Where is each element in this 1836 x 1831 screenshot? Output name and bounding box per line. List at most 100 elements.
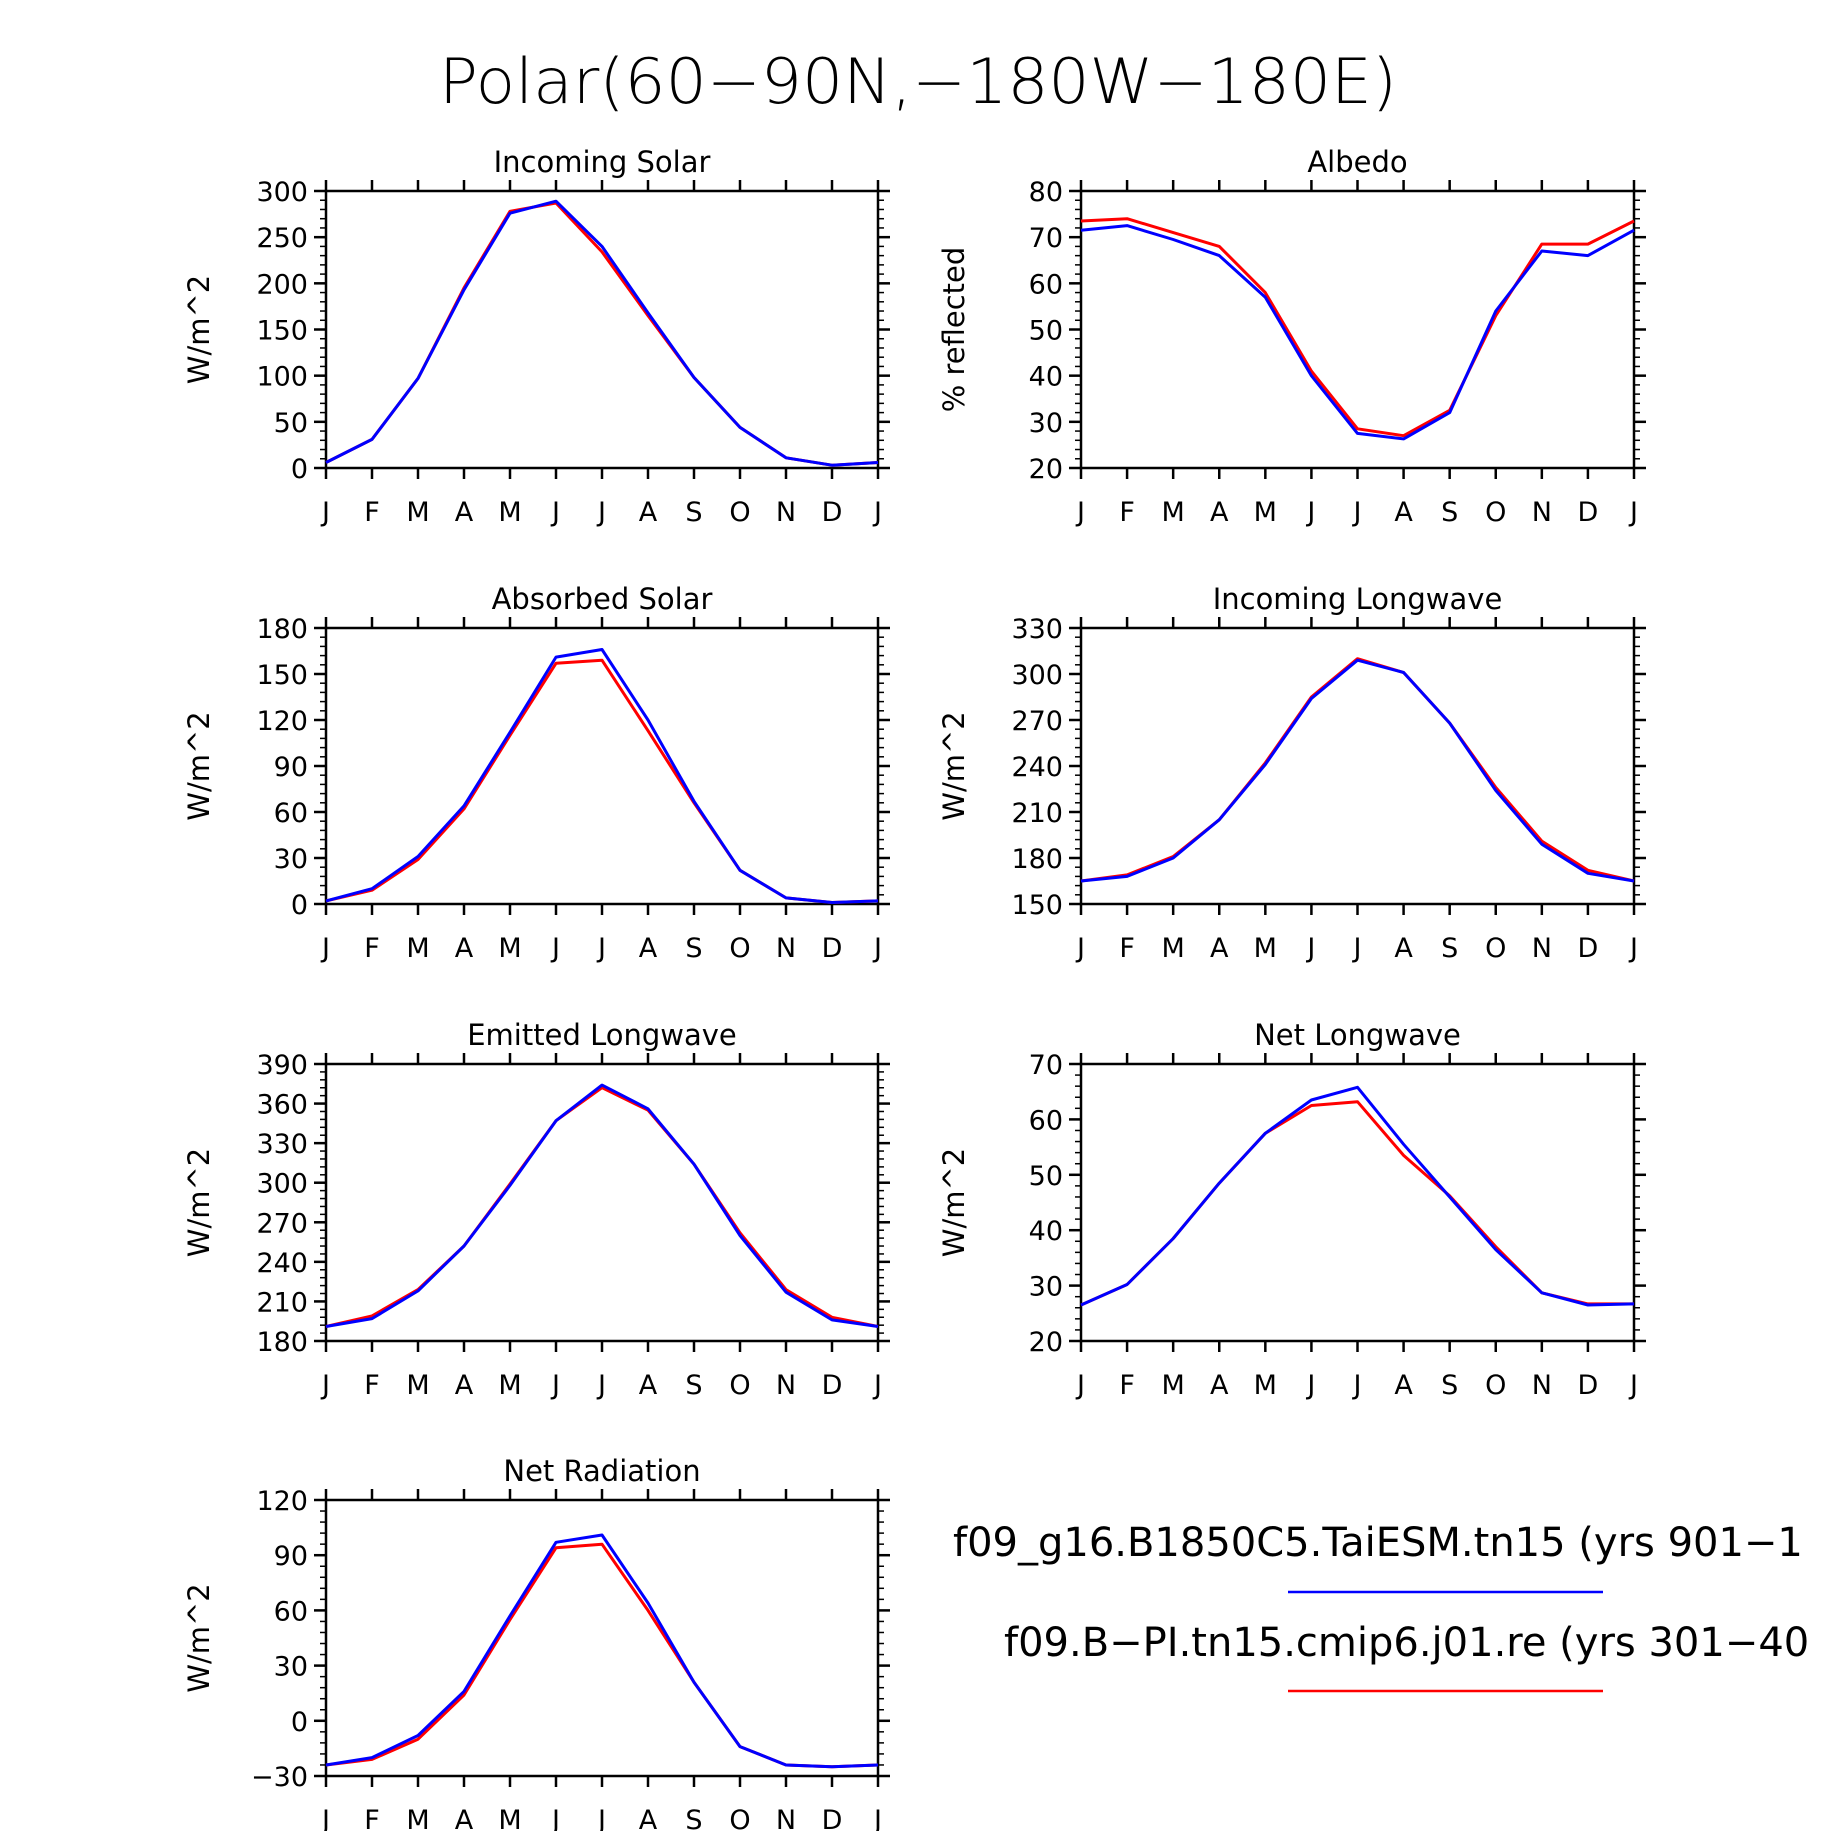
series-line-0: [325, 1086, 879, 1328]
plot-frame: [1079, 1062, 1636, 1343]
legend-label-0: f09_g16.B1850C5.TaiESM.tn15 (yrs 901−1: [953, 1520, 1803, 1566]
y-tick-label: 20: [1029, 1327, 1063, 1358]
y-tick-label: 300: [1011, 660, 1063, 691]
x-tick-label: J: [596, 933, 606, 964]
x-tick-label: A: [639, 933, 658, 964]
plot-frame: [324, 1498, 880, 1778]
x-tick-label: F: [1119, 1370, 1135, 1401]
x-tick-label: J: [596, 1370, 606, 1401]
x-tick-label: J: [1075, 1370, 1085, 1401]
y-tick-label: 330: [256, 1129, 308, 1160]
plot-frame: [324, 189, 880, 470]
series-line-1: [1080, 658, 1635, 883]
x-tick-label: M: [1254, 497, 1277, 528]
x-tick-label: O: [729, 497, 750, 528]
panel-title: Net Longwave: [1254, 1018, 1461, 1052]
y-axis-label: W/m^2: [937, 1148, 971, 1257]
series-line-1: [325, 1533, 879, 1769]
series-line-0: [325, 658, 879, 904]
x-tick-label: M: [498, 1805, 521, 1831]
y-tick-label: 30: [274, 844, 308, 875]
y-tick-label: −30: [251, 1762, 308, 1793]
y-tick-label: 50: [1029, 316, 1063, 347]
x-tick-label: S: [1441, 933, 1458, 964]
x-tick-label: F: [364, 933, 380, 964]
x-tick-label: D: [822, 933, 843, 964]
x-tick-label: S: [685, 1370, 702, 1401]
series-line-0: [325, 1542, 879, 1769]
y-tick-label: 360: [256, 1090, 308, 1121]
y-tick-label: 70: [1029, 223, 1063, 254]
x-tick-label: A: [1210, 1370, 1229, 1401]
y-axis-label: W/m^2: [182, 711, 216, 820]
x-tick-label: F: [364, 497, 380, 528]
series-line-1: [325, 648, 879, 904]
x-tick-label: A: [1394, 497, 1413, 528]
x-tick-label: N: [1532, 1370, 1552, 1401]
y-axis-label: % reflected: [937, 247, 971, 413]
y-tick-label: 50: [1029, 1161, 1063, 1192]
y-tick-label: 0: [291, 454, 308, 485]
y-axis-label: W/m^2: [182, 1148, 216, 1257]
x-tick-label: D: [822, 497, 843, 528]
y-tick-label: 80: [1029, 177, 1063, 208]
x-tick-label: A: [1394, 1370, 1413, 1401]
y-tick-label: 240: [256, 1248, 308, 1279]
x-tick-label: J: [550, 1370, 560, 1401]
panel-title: Absorbed Solar: [492, 582, 713, 616]
x-tick-label: D: [1578, 497, 1599, 528]
legend-label-1: f09.B−PI.tn15.cmip6.j01.re (yrs 301−40: [1004, 1620, 1809, 1666]
x-tick-label: A: [455, 1370, 474, 1401]
x-tick-label: D: [1578, 1370, 1599, 1401]
x-tick-label: J: [1628, 933, 1638, 964]
x-tick-label: A: [1394, 933, 1413, 964]
x-tick-label: S: [1441, 1370, 1458, 1401]
x-tick-label: D: [822, 1370, 843, 1401]
panel-title: Net Radiation: [503, 1454, 700, 1488]
panel-3: J F M A M J J A S O N D J150180210240270300330W/m^2I…: [937, 582, 1646, 964]
y-tick-label: 0: [291, 1707, 308, 1738]
x-tick-label: A: [639, 1370, 658, 1401]
legend: f09_g16.B1850C5.TaiESM.tn15 (yrs 901−1 f…: [953, 1520, 1809, 1693]
x-tick-label: J: [872, 497, 882, 528]
x-tick-label: J: [320, 933, 330, 964]
x-tick-label: A: [455, 933, 474, 964]
x-tick-label: J: [872, 1370, 882, 1401]
y-tick-label: 40: [1029, 362, 1063, 393]
x-tick-label: S: [685, 1805, 702, 1831]
x-tick-label: N: [776, 497, 796, 528]
y-tick-label: 40: [1029, 1216, 1063, 1247]
x-tick-label: M: [498, 497, 521, 528]
x-tick-label: A: [1210, 933, 1229, 964]
x-tick-label: O: [729, 933, 750, 964]
series-line-0: [325, 201, 879, 467]
x-tick-label: J: [320, 497, 330, 528]
x-tick-label: A: [639, 497, 658, 528]
y-tick-label: 120: [256, 706, 308, 737]
y-tick-label: 210: [256, 1287, 308, 1318]
y-axis-label: W/m^2: [182, 1583, 216, 1692]
y-tick-label: 180: [256, 614, 308, 645]
y-tick-label: 60: [274, 1596, 308, 1627]
x-tick-label: J: [872, 933, 882, 964]
y-tick-label: 390: [256, 1050, 308, 1081]
panel-title: Emitted Longwave: [467, 1018, 737, 1052]
x-tick-label: J: [1352, 497, 1362, 528]
y-tick-label: 180: [256, 1327, 308, 1358]
x-tick-label: M: [406, 1805, 429, 1831]
x-tick-label: J: [872, 1805, 882, 1831]
y-axis-label: W/m^2: [937, 711, 971, 820]
panel-title: Albedo: [1307, 145, 1407, 179]
x-tick-label: S: [685, 933, 702, 964]
y-tick-label: 30: [1029, 1272, 1063, 1303]
x-tick-label: N: [776, 1370, 796, 1401]
panels: J F M A M J J A S O N D J050100150200250300W/m^2Inco…: [182, 145, 1646, 1831]
main-title: Polar(60−90N,−180W−180E): [439, 45, 1397, 118]
x-tick-label: A: [455, 1805, 474, 1831]
x-tick-label: M: [498, 1370, 521, 1401]
panel-title: Incoming Solar: [494, 145, 711, 179]
x-tick-label: A: [1210, 497, 1229, 528]
y-tick-label: 150: [256, 660, 308, 691]
